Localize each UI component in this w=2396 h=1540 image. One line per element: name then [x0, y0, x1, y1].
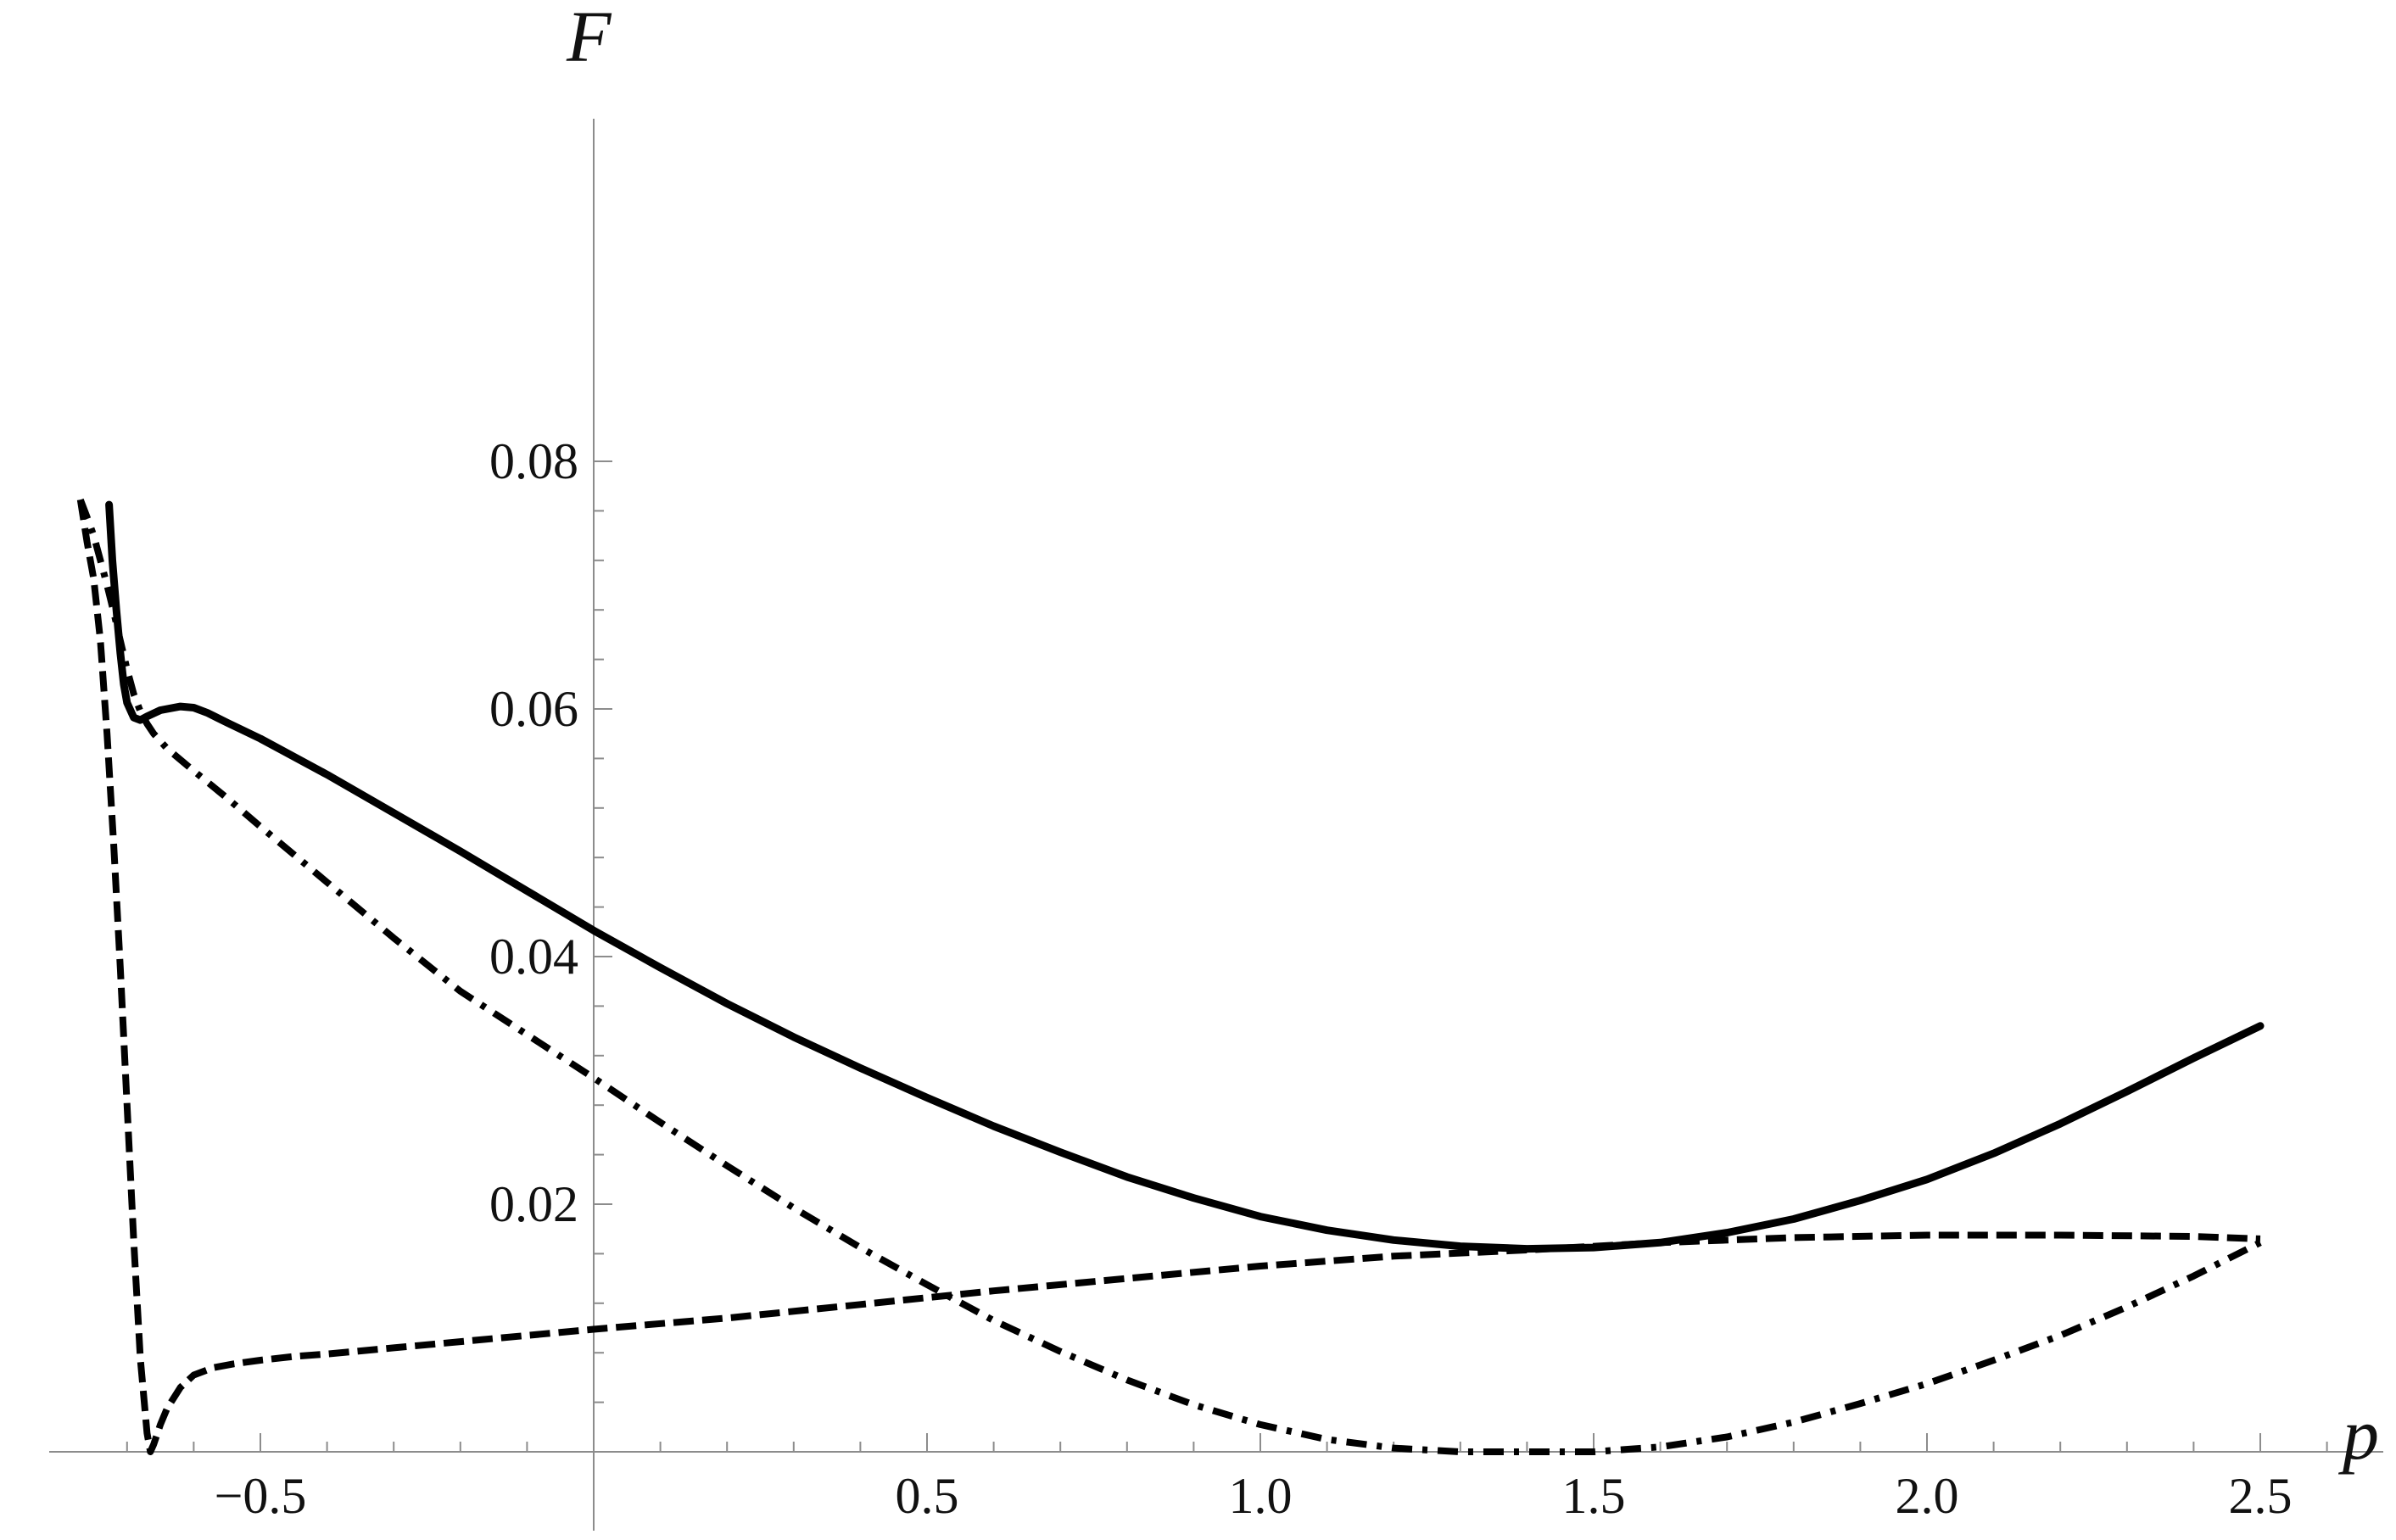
series-line-dashdot	[77, 498, 2262, 1455]
x-axis-title: p	[2337, 1393, 2379, 1475]
x-tick-label: −0.5	[215, 1468, 307, 1524]
series	[76, 498, 2265, 1455]
x-tick-label: 2.5	[2229, 1468, 2293, 1524]
x-tick-label: 2.0	[1896, 1468, 1959, 1524]
tick-labels: −0.5 0.5 1.0 1.5 2.0 2.5 0.02 0.04 0.06 0.08	[215, 433, 2293, 1524]
x-tick-label: 0.5	[896, 1468, 959, 1524]
y-axis-title: F	[566, 0, 612, 77]
y-tick-label: 0.06	[489, 681, 578, 737]
y-tick-label: 0.08	[489, 433, 578, 489]
series-line-solid	[105, 500, 2265, 1253]
series-line-dashed	[76, 499, 2261, 1455]
y-tick-label: 0.02	[489, 1176, 578, 1232]
x-tick-label: 1.5	[1562, 1468, 1626, 1524]
axes	[49, 119, 2383, 1531]
y-tick-label: 0.04	[489, 929, 578, 985]
ticks	[126, 460, 2328, 1452]
x-tick-label: 1.0	[1229, 1468, 1293, 1524]
